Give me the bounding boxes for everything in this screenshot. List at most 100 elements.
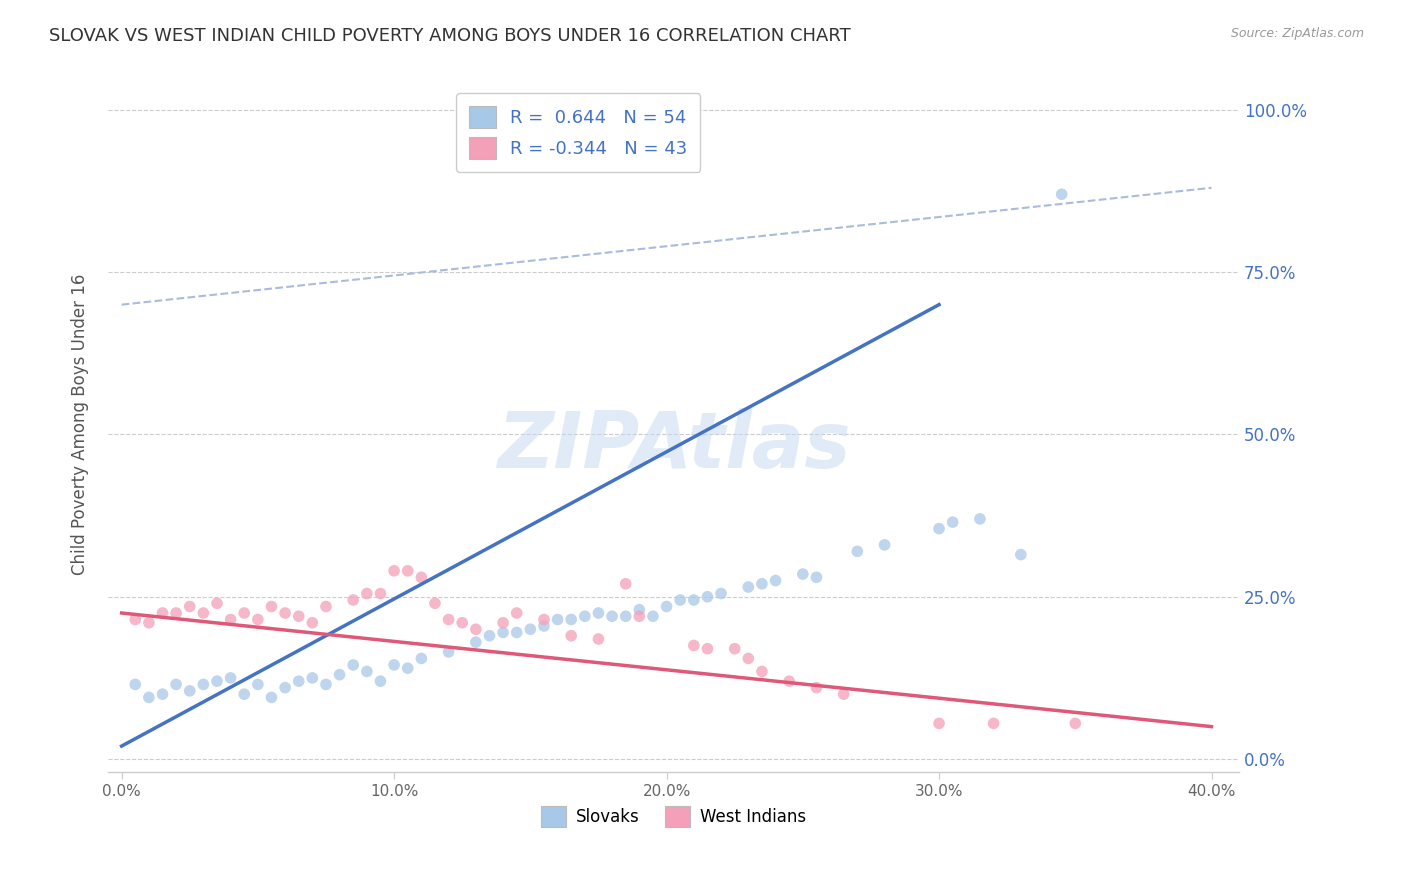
Point	[464, 622, 486, 636]
Point	[179, 599, 201, 614]
Point	[437, 613, 460, 627]
Point	[969, 512, 991, 526]
Point	[356, 586, 378, 600]
Point	[519, 622, 541, 636]
Point	[533, 613, 555, 627]
Point	[246, 613, 269, 627]
Point	[274, 606, 297, 620]
Point	[315, 677, 337, 691]
Point	[356, 665, 378, 679]
Point	[628, 609, 651, 624]
Y-axis label: Child Poverty Among Boys Under 16: Child Poverty Among Boys Under 16	[72, 274, 89, 575]
Point	[682, 639, 704, 653]
Point	[138, 690, 160, 705]
Point	[846, 544, 869, 558]
Point	[382, 657, 405, 672]
Point	[682, 593, 704, 607]
Text: Source: ZipAtlas.com: Source: ZipAtlas.com	[1230, 27, 1364, 40]
Point	[778, 674, 800, 689]
Point	[219, 671, 242, 685]
Point	[492, 615, 515, 630]
Point	[600, 609, 623, 624]
Legend: Slovaks, West Indians: Slovaks, West Indians	[534, 799, 813, 833]
Point	[382, 564, 405, 578]
Point	[655, 599, 678, 614]
Point	[301, 615, 323, 630]
Point	[124, 613, 146, 627]
Point	[628, 603, 651, 617]
Point	[152, 687, 174, 701]
Point	[765, 574, 787, 588]
Point	[492, 625, 515, 640]
Point	[478, 629, 501, 643]
Point	[233, 606, 256, 620]
Point	[179, 684, 201, 698]
Point	[696, 641, 718, 656]
Point	[219, 613, 242, 627]
Point	[614, 576, 637, 591]
Point	[370, 586, 392, 600]
Point	[205, 674, 228, 689]
Point	[464, 635, 486, 649]
Point	[574, 609, 596, 624]
Point	[737, 580, 759, 594]
Point	[315, 599, 337, 614]
Point	[152, 606, 174, 620]
Point	[928, 522, 950, 536]
Point	[370, 674, 392, 689]
Point	[165, 677, 187, 691]
Point	[124, 677, 146, 691]
Point	[396, 564, 419, 578]
Point	[506, 606, 529, 620]
Point	[205, 596, 228, 610]
Point	[193, 677, 215, 691]
Point	[274, 681, 297, 695]
Point	[233, 687, 256, 701]
Point	[451, 615, 474, 630]
Point	[287, 674, 309, 689]
Point	[806, 570, 828, 584]
Point	[942, 515, 965, 529]
Point	[710, 586, 733, 600]
Point	[588, 606, 610, 620]
Text: SLOVAK VS WEST INDIAN CHILD POVERTY AMONG BOYS UNDER 16 CORRELATION CHART: SLOVAK VS WEST INDIAN CHILD POVERTY AMON…	[49, 27, 851, 45]
Point	[301, 671, 323, 685]
Point	[806, 681, 828, 695]
Point	[873, 538, 896, 552]
Point	[832, 687, 855, 701]
Point	[342, 657, 364, 672]
Point	[560, 613, 582, 627]
Point	[696, 590, 718, 604]
Point	[560, 629, 582, 643]
Point	[751, 665, 773, 679]
Point	[138, 615, 160, 630]
Point	[260, 690, 283, 705]
Point	[329, 667, 352, 681]
Point	[737, 651, 759, 665]
Point	[342, 593, 364, 607]
Point	[165, 606, 187, 620]
Point	[533, 619, 555, 633]
Point	[669, 593, 692, 607]
Point	[246, 677, 269, 691]
Text: ZIPAtlas: ZIPAtlas	[496, 408, 851, 483]
Point	[411, 570, 433, 584]
Point	[506, 625, 529, 640]
Point	[614, 609, 637, 624]
Point	[287, 609, 309, 624]
Point	[547, 613, 569, 627]
Point	[588, 632, 610, 646]
Point	[724, 641, 747, 656]
Point	[641, 609, 664, 624]
Point	[751, 576, 773, 591]
Point	[437, 645, 460, 659]
Point	[260, 599, 283, 614]
Point	[928, 716, 950, 731]
Point	[792, 567, 814, 582]
Point	[396, 661, 419, 675]
Point	[1050, 187, 1073, 202]
Point	[1064, 716, 1087, 731]
Point	[193, 606, 215, 620]
Point	[1010, 548, 1032, 562]
Point	[983, 716, 1005, 731]
